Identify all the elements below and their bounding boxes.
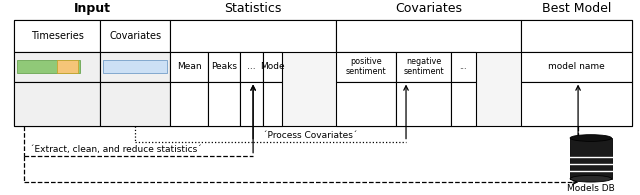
FancyBboxPatch shape	[14, 20, 632, 126]
FancyBboxPatch shape	[521, 52, 632, 82]
FancyBboxPatch shape	[241, 52, 262, 82]
FancyBboxPatch shape	[100, 52, 170, 82]
Text: Covariates: Covariates	[109, 31, 161, 41]
FancyBboxPatch shape	[100, 20, 170, 52]
Ellipse shape	[570, 175, 612, 182]
FancyBboxPatch shape	[170, 82, 209, 126]
Text: ´Extract, clean, and reduce statistics´: ´Extract, clean, and reduce statistics´	[30, 145, 202, 154]
Text: Models DB: Models DB	[567, 184, 614, 193]
FancyBboxPatch shape	[451, 82, 476, 126]
Ellipse shape	[570, 135, 612, 141]
FancyBboxPatch shape	[262, 82, 282, 126]
Text: Best Model: Best Model	[542, 2, 611, 15]
Text: ´Process Covariates´: ´Process Covariates´	[262, 131, 357, 140]
Text: Covariates: Covariates	[395, 2, 462, 15]
FancyBboxPatch shape	[396, 82, 451, 126]
FancyBboxPatch shape	[570, 138, 612, 179]
FancyBboxPatch shape	[100, 82, 170, 126]
FancyBboxPatch shape	[336, 52, 396, 82]
FancyBboxPatch shape	[170, 20, 336, 52]
Text: Mode: Mode	[260, 62, 285, 71]
FancyBboxPatch shape	[451, 52, 476, 82]
FancyBboxPatch shape	[262, 52, 282, 82]
Text: Timeseries: Timeseries	[31, 31, 84, 41]
FancyBboxPatch shape	[521, 20, 632, 52]
FancyBboxPatch shape	[336, 20, 521, 52]
Text: positive
sentiment: positive sentiment	[346, 57, 387, 76]
FancyBboxPatch shape	[209, 82, 241, 126]
FancyBboxPatch shape	[58, 60, 78, 73]
FancyBboxPatch shape	[241, 82, 262, 126]
FancyBboxPatch shape	[396, 52, 451, 82]
FancyBboxPatch shape	[14, 20, 100, 52]
Text: Input: Input	[74, 2, 111, 15]
FancyBboxPatch shape	[17, 60, 80, 73]
FancyBboxPatch shape	[209, 52, 241, 82]
FancyBboxPatch shape	[103, 60, 167, 73]
FancyBboxPatch shape	[170, 52, 209, 82]
Text: negative
sentiment: negative sentiment	[403, 57, 444, 76]
Text: Peaks: Peaks	[211, 62, 237, 71]
FancyBboxPatch shape	[521, 82, 632, 126]
FancyBboxPatch shape	[14, 52, 100, 82]
Text: ...: ...	[460, 62, 467, 71]
Text: model name: model name	[548, 62, 605, 71]
Text: Mean: Mean	[177, 62, 202, 71]
Text: Statistics: Statistics	[225, 2, 282, 15]
Text: ...: ...	[247, 62, 256, 71]
FancyBboxPatch shape	[14, 82, 100, 126]
FancyBboxPatch shape	[336, 82, 396, 126]
